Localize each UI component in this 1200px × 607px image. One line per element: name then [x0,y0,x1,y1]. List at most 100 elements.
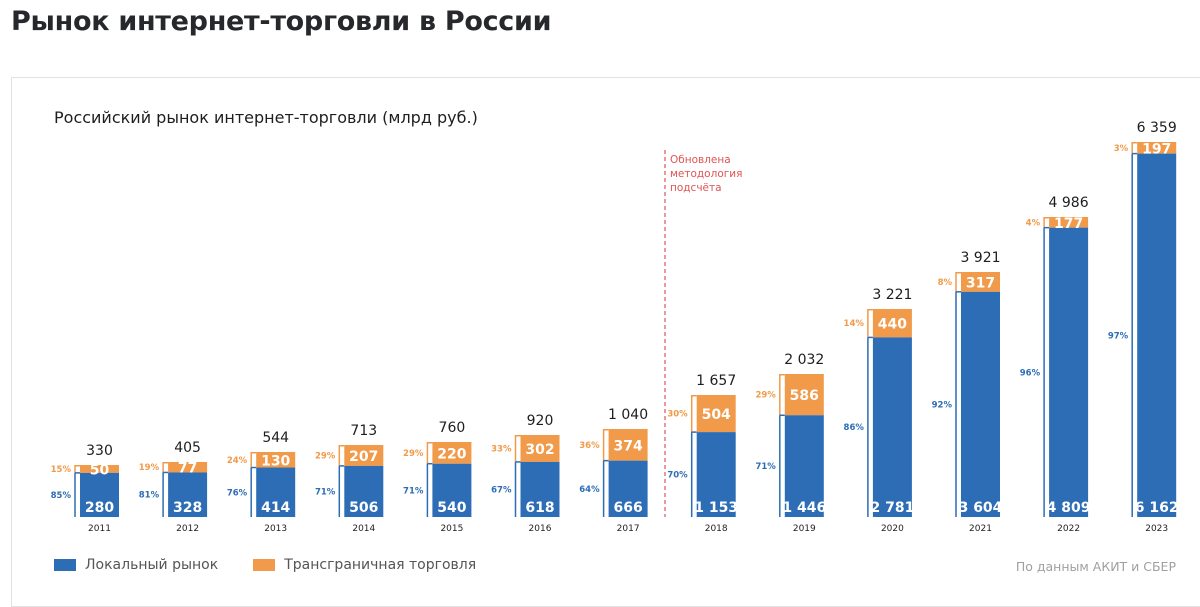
value-label-cross: 302 [525,442,554,458]
source-note: По данным АКИТ и СБЕР [1015,559,1176,574]
bar-local [432,463,472,517]
bar-local [520,461,560,517]
total-label: 760 [439,420,466,436]
chart-plot: 50 280 330 15% 85% 2011 77 328 405 19% 81% 2012 130 4… [51,120,1179,534]
value-label-cross: 586 [790,388,819,404]
bar-cross-border [432,442,472,464]
bar-cross-border [344,445,384,466]
bar-cross-border [80,465,119,473]
bar-local [961,291,1000,517]
share-label-cross: 36% [579,441,600,451]
bar-local [608,460,648,517]
value-label-cross: 207 [349,449,378,465]
share-label-cross: 3% [1114,144,1129,154]
value-label-cross: 220 [437,446,466,462]
share-label-local: 81% [139,491,160,501]
share-label-local: 76% [227,488,248,498]
bar-local [1049,227,1089,517]
methodology-note-line: методология [670,168,742,180]
value-label-local: 280 [85,500,114,516]
x-tick-label: 2011 [88,524,111,534]
total-label: 6 359 [1137,120,1177,136]
share-label-cross: 33% [491,444,512,454]
value-label-local: 540 [437,500,466,516]
share-label-local: 64% [579,485,600,495]
share-label-cross: 30% [667,410,688,420]
total-label: 920 [527,413,554,429]
bar-local [344,465,384,517]
methodology-note-line: подсчёта [670,182,722,194]
x-tick-label: 2018 [705,524,728,534]
value-label-local: 4 809 [1047,500,1091,516]
x-tick-label: 2013 [264,524,287,534]
total-label: 3 921 [960,250,1000,266]
share-label-cross: 8% [938,278,953,288]
total-label: 3 221 [872,287,912,303]
methodology-note-line: Обновлена [670,154,731,166]
total-label: 1 657 [696,373,736,389]
x-tick-label: 2014 [352,524,375,534]
share-label-cross: 14% [844,319,865,329]
value-label-cross: 177 [1054,216,1083,232]
share-label-local: 97% [1108,331,1129,341]
x-tick-label: 2017 [617,524,640,534]
x-tick-label: 2019 [793,524,816,534]
value-label-local: 506 [349,500,378,516]
legend-swatch-cross [253,559,276,571]
value-label-local: 1 446 [782,500,826,516]
bar-cross-border [1049,217,1089,228]
share-label-local: 71% [315,487,336,497]
total-label: 544 [262,430,289,446]
x-tick-label: 2016 [529,524,552,534]
x-tick-label: 2021 [969,524,992,534]
share-label-cross: 15% [51,465,72,475]
x-tick-label: 2012 [176,524,199,534]
share-label-local: 71% [403,486,424,496]
bar-local [168,472,208,517]
bar-local [80,472,119,517]
total-label: 2 032 [784,352,824,368]
bar-cross-border [872,309,912,338]
legend-item-local: Локальный рынок [54,557,218,573]
share-label-cross: 29% [755,391,776,401]
share-label-local: 86% [844,423,865,433]
share-label-cross: 19% [139,463,160,473]
bar-local [256,467,296,517]
bar-cross-border [608,429,648,461]
total-label: 330 [86,443,113,459]
value-label-cross: 440 [878,317,907,333]
share-label-cross: 24% [227,456,248,466]
value-label-local: 1 153 [694,500,738,516]
x-tick-label: 2023 [1145,524,1168,534]
value-label-local: 414 [261,500,290,516]
bar-local [1137,153,1177,518]
legend-label-local: Локальный рынок [85,557,219,573]
total-label: 4 986 [1049,195,1089,211]
value-label-local: 666 [613,500,642,516]
bar-cross-border [961,272,1000,292]
bar-cross-border [168,462,208,473]
share-label-cross: 29% [403,449,424,459]
legend-item-cross: Трансграничная торговля [253,557,476,573]
share-label-cross: 4% [1026,218,1041,228]
bar-cross-border [520,435,560,462]
value-label-local: 328 [173,500,202,516]
bar-cross-border [784,374,824,416]
bar-local [872,337,912,517]
total-label: 1 040 [608,407,648,423]
bar-local [784,415,824,517]
page-title: Рынок интернет-торговли в России [11,6,552,37]
value-label-cross: 50 [90,462,110,478]
x-tick-label: 2020 [881,524,904,534]
value-label-cross: 77 [178,461,197,477]
value-label-cross: 504 [702,407,731,423]
share-label-local: 70% [667,471,688,481]
legend-swatch-local [54,559,76,571]
share-label-local: 71% [755,462,776,472]
chart-card [11,77,1200,607]
value-label-local: 2 781 [870,500,914,516]
value-label-cross: 317 [966,275,995,291]
value-label-local: 618 [525,500,554,516]
share-label-local: 92% [932,400,953,410]
total-label: 713 [350,423,377,439]
